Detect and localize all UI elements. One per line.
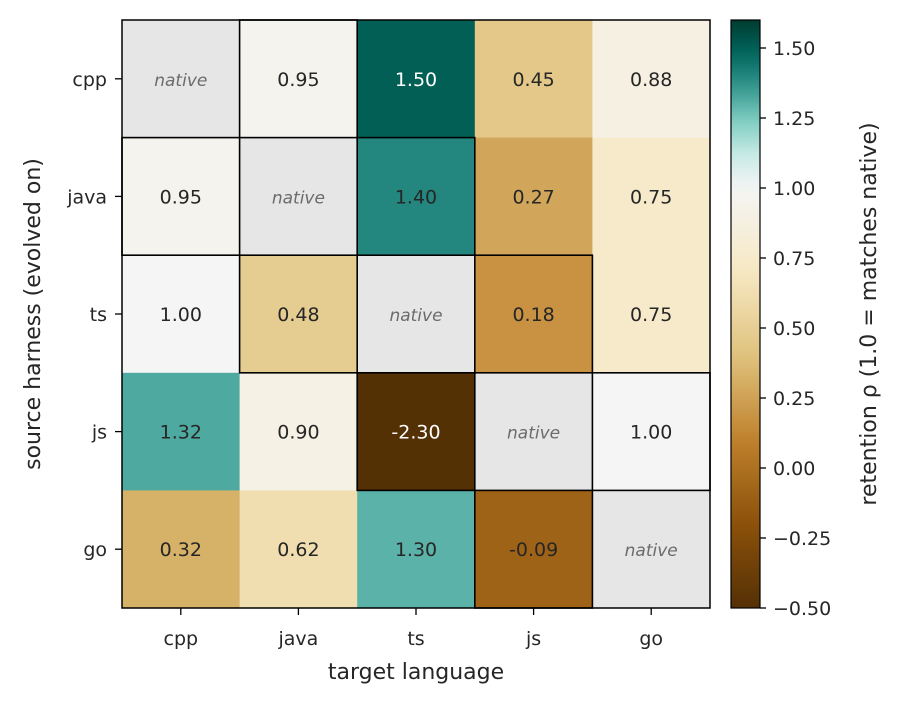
heatmap-cell-native bbox=[592, 490, 711, 609]
cell-native-label: native bbox=[507, 424, 560, 444]
colorbar-tick-label: −0.50 bbox=[773, 598, 831, 620]
cell-value-label: 0.75 bbox=[630, 186, 672, 208]
cell-native-label: native bbox=[272, 188, 325, 208]
heatmap-cell bbox=[357, 20, 476, 139]
heatmap-cell bbox=[122, 372, 241, 491]
cell-outline bbox=[356, 136, 476, 257]
y-axis-ticks: cpp java ts js go bbox=[66, 69, 122, 561]
heatmap-cell bbox=[122, 137, 241, 256]
heatmap-cell bbox=[357, 372, 476, 491]
cell-value-label: 1.32 bbox=[160, 422, 202, 444]
colorbar-label: retention ρ (1.0 = matches native) bbox=[857, 122, 882, 505]
cell-value-label: 0.27 bbox=[512, 186, 554, 208]
heatmap-cell-native bbox=[239, 137, 358, 256]
cell-value-label: 0.32 bbox=[160, 539, 202, 561]
cell-value-label: 1.00 bbox=[630, 422, 672, 444]
y-tick-label: ts bbox=[90, 304, 107, 326]
x-tick-label: java bbox=[277, 628, 318, 650]
heatmap-cell-native bbox=[122, 20, 241, 139]
heatmap-cell bbox=[474, 137, 593, 256]
cell-native-label: native bbox=[389, 306, 442, 326]
cell-value-label: 1.50 bbox=[395, 69, 437, 91]
heatmap-cell bbox=[357, 490, 476, 609]
cell-value-label: 0.45 bbox=[512, 69, 554, 91]
x-tick-label: js bbox=[525, 628, 541, 650]
cell-labels: native 0.95 1.50 0.45 0.88 0.95 native 1.40 0.27… bbox=[154, 69, 678, 561]
cell-value-label: 0.90 bbox=[277, 422, 319, 444]
heatmap-cell bbox=[239, 490, 358, 609]
colorbar-tick-label: 0.25 bbox=[773, 388, 815, 410]
colorbar-tick-label: 1.25 bbox=[773, 108, 815, 130]
cell-native-label: native bbox=[625, 541, 678, 561]
cell-value-label: -0.09 bbox=[509, 539, 558, 561]
heatmap-cells bbox=[122, 20, 711, 609]
colorbar-tick-label: 0.75 bbox=[773, 248, 815, 270]
heatmap-cell bbox=[239, 255, 358, 374]
cell-value-label: 0.95 bbox=[277, 69, 319, 91]
x-axis-label: target language bbox=[328, 660, 504, 685]
heatmap-cell-native bbox=[357, 255, 476, 374]
heatmap-cell bbox=[592, 255, 711, 374]
cell-value-label: 0.75 bbox=[630, 304, 672, 326]
cell-value-label: 0.95 bbox=[160, 186, 202, 208]
colorbar-tick-label: 1.50 bbox=[773, 38, 815, 60]
heatmap-cell bbox=[474, 20, 593, 139]
cell-value-label: 0.48 bbox=[277, 304, 319, 326]
colorbar-ticks: −0.50 −0.25 0.00 0.25 0.50 0.75 1.00 1.25 1.50 bbox=[760, 38, 831, 620]
cell-outline bbox=[356, 371, 476, 492]
heatmap-cell bbox=[357, 137, 476, 256]
heatmap-cell bbox=[239, 20, 358, 139]
heatmap-cell bbox=[474, 255, 593, 374]
cell-value-label: 0.18 bbox=[512, 304, 554, 326]
cell-value-label: 0.88 bbox=[630, 69, 672, 91]
colorbar bbox=[730, 19, 761, 609]
y-tick-label: js bbox=[91, 422, 107, 444]
cell-value-label: -2.30 bbox=[391, 422, 440, 444]
cell-value-label: 1.30 bbox=[395, 539, 437, 561]
colorbar-tick-label: −0.25 bbox=[773, 528, 831, 550]
heatmap-cell bbox=[592, 20, 711, 139]
cell-value-label: 1.40 bbox=[395, 186, 437, 208]
cell-value-label: 1.00 bbox=[160, 304, 202, 326]
y-tick-label: java bbox=[66, 186, 107, 208]
heatmap-cell bbox=[474, 490, 593, 609]
cell-value-label: 0.62 bbox=[277, 539, 319, 561]
x-tick-label: cpp bbox=[164, 628, 199, 650]
y-tick-label: go bbox=[83, 539, 107, 561]
cell-outline bbox=[473, 254, 594, 374]
colorbar-tick-label: 1.00 bbox=[773, 178, 815, 200]
y-axis-label: source harness (evolved on) bbox=[21, 158, 46, 470]
x-axis-ticks: cpp java ts js go bbox=[164, 608, 663, 650]
heatmap-cell bbox=[592, 372, 711, 491]
x-tick-label: go bbox=[639, 628, 663, 650]
cell-outline bbox=[238, 254, 359, 374]
heatmap-cell bbox=[122, 255, 241, 374]
x-tick-label: ts bbox=[407, 628, 424, 650]
colorbar-tick-label: 0.00 bbox=[773, 458, 815, 480]
heatmap-cell bbox=[239, 372, 358, 491]
heatmap-cell bbox=[592, 137, 711, 256]
heatmap-cell-native bbox=[474, 372, 593, 491]
y-tick-label: cpp bbox=[72, 69, 107, 91]
colorbar-tick-label: 0.50 bbox=[773, 318, 815, 340]
cell-native-label: native bbox=[154, 71, 207, 91]
heatmap-cell bbox=[122, 490, 241, 609]
